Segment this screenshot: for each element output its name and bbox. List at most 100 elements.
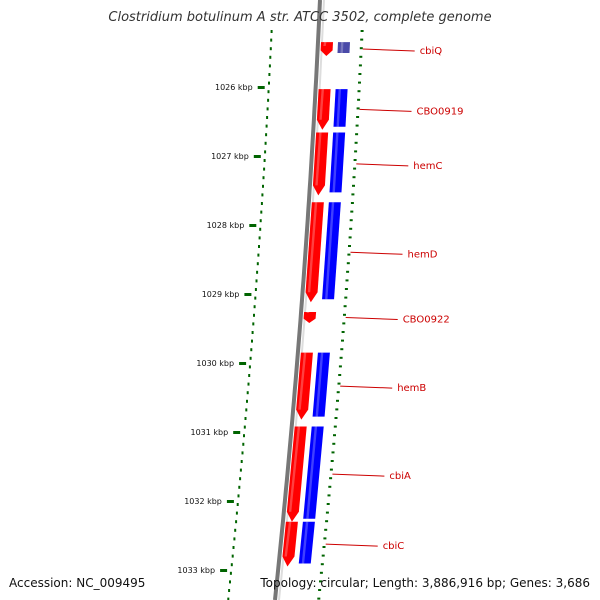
skew-dot [358, 64, 362, 67]
gc-dot [227, 597, 230, 600]
gc-dot [254, 288, 257, 291]
skew-dot [359, 55, 363, 58]
skew-dot [352, 184, 355, 187]
reverse-cds-block [298, 521, 315, 564]
backbone-track [273, 0, 325, 600]
gc-dot [246, 399, 248, 403]
reverse-cds-block [337, 42, 351, 53]
forward-cds-block-shine [319, 89, 324, 120]
forward-cds-block [286, 426, 307, 522]
skew-dot [352, 176, 356, 179]
skew-dot [333, 434, 336, 437]
skew-dot [343, 305, 347, 308]
gc-dot [254, 296, 257, 300]
gc-content-track [227, 30, 364, 600]
gc-dot [244, 417, 247, 420]
gene-label-leader [345, 317, 398, 320]
skew-dot [334, 417, 338, 419]
gene-label-leader [362, 48, 415, 52]
gc-dot [229, 580, 231, 584]
reverse-cds-block-shine [340, 42, 344, 53]
gc-dot [265, 124, 268, 128]
kbp-tick [233, 431, 241, 434]
skew-dot [337, 382, 341, 385]
kbp-tick [257, 86, 265, 89]
reverse-cds-block [333, 89, 348, 127]
gc-dot [252, 322, 255, 326]
skew-dot [328, 485, 332, 488]
gc-dot [232, 546, 235, 549]
kbp-tick [249, 224, 257, 227]
skew-dot [348, 245, 351, 247]
skew-dot [338, 374, 342, 376]
skew-dot [323, 537, 327, 540]
gc-dot [263, 159, 266, 162]
gc-dot [231, 554, 234, 558]
gc-dot [253, 305, 256, 309]
gc-dot [230, 563, 233, 567]
gene-label: hemD [408, 249, 438, 260]
gc-dot [237, 494, 240, 498]
skew-dot [336, 399, 339, 402]
skew-dot [333, 425, 337, 428]
kbp-tick-label: 1030 kbp [196, 359, 234, 368]
gc-dot [269, 47, 272, 51]
gc-dot [267, 98, 270, 102]
skew-dot [356, 116, 360, 118]
skew-dot [346, 262, 350, 265]
gene-label-leader [356, 163, 409, 167]
skew-dot [339, 356, 343, 359]
forward-cds-block-shine [315, 132, 322, 186]
kbp-tick-label: 1028 kbp [207, 221, 245, 230]
skew-dot [358, 73, 362, 75]
gc-dot [251, 331, 254, 334]
skew-dot [346, 270, 350, 273]
gc-dot [262, 176, 265, 180]
skew-dot [332, 442, 336, 445]
forward-cds-block [305, 202, 324, 303]
gc-dot [247, 382, 250, 386]
skew-dot [341, 331, 345, 333]
gene-label-leader [325, 543, 378, 547]
gc-dot [243, 434, 245, 438]
gene-label-leader [350, 251, 403, 255]
forward-cds-block-shine [288, 426, 301, 512]
kbp-tick [220, 569, 228, 572]
gc-dot [266, 107, 269, 111]
cds-tracks [282, 42, 351, 567]
gc-dot [253, 313, 255, 317]
reverse-cds-block [322, 202, 341, 300]
kbp-tick [226, 500, 234, 503]
gc-dot [257, 253, 260, 257]
kbp-tick-label: 1026 kbp [215, 83, 253, 92]
gc-dot [269, 55, 272, 59]
gc-dot [245, 408, 248, 412]
gc-dot [258, 236, 261, 240]
skew-dot [343, 313, 346, 316]
skew-dot [329, 468, 333, 471]
gc-dot [249, 356, 252, 360]
forward-cds-block-shine [323, 42, 327, 46]
gc-dot [228, 589, 231, 592]
skew-dot [353, 159, 357, 161]
gc-dot [262, 184, 264, 188]
forward-cds-block-shine [306, 311, 310, 313]
skew-dot [317, 597, 321, 600]
topology-text: Topology: circular; Length: 3,886,916 bp… [260, 576, 590, 590]
backbone-line [273, 0, 322, 600]
skew-dot [350, 210, 354, 213]
gene-label: CBO0919 [417, 106, 464, 117]
reverse-cds-block-shine [325, 202, 335, 300]
skew-dot [341, 339, 344, 342]
gc-dot [233, 537, 236, 541]
skew-dot [319, 571, 323, 574]
kbp-tick-label: 1033 kbp [177, 566, 215, 575]
kbp-scale: 1026 kbp 1027 kbp 1028 kbp 1029 kbp 1030 kbp… [177, 83, 265, 575]
gc-dot [267, 90, 270, 94]
skew-dot [355, 124, 359, 127]
skew-dot [340, 348, 344, 351]
map-title: Clostridium botulinum A str. ATCC 3502, … [108, 10, 492, 25]
gc-dot [268, 81, 270, 85]
gc-dot [250, 348, 253, 352]
